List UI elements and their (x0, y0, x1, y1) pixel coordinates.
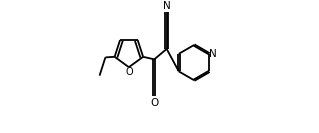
Text: O: O (150, 98, 159, 108)
Text: N: N (163, 1, 171, 11)
Text: O: O (125, 67, 133, 77)
Text: N: N (209, 49, 216, 59)
